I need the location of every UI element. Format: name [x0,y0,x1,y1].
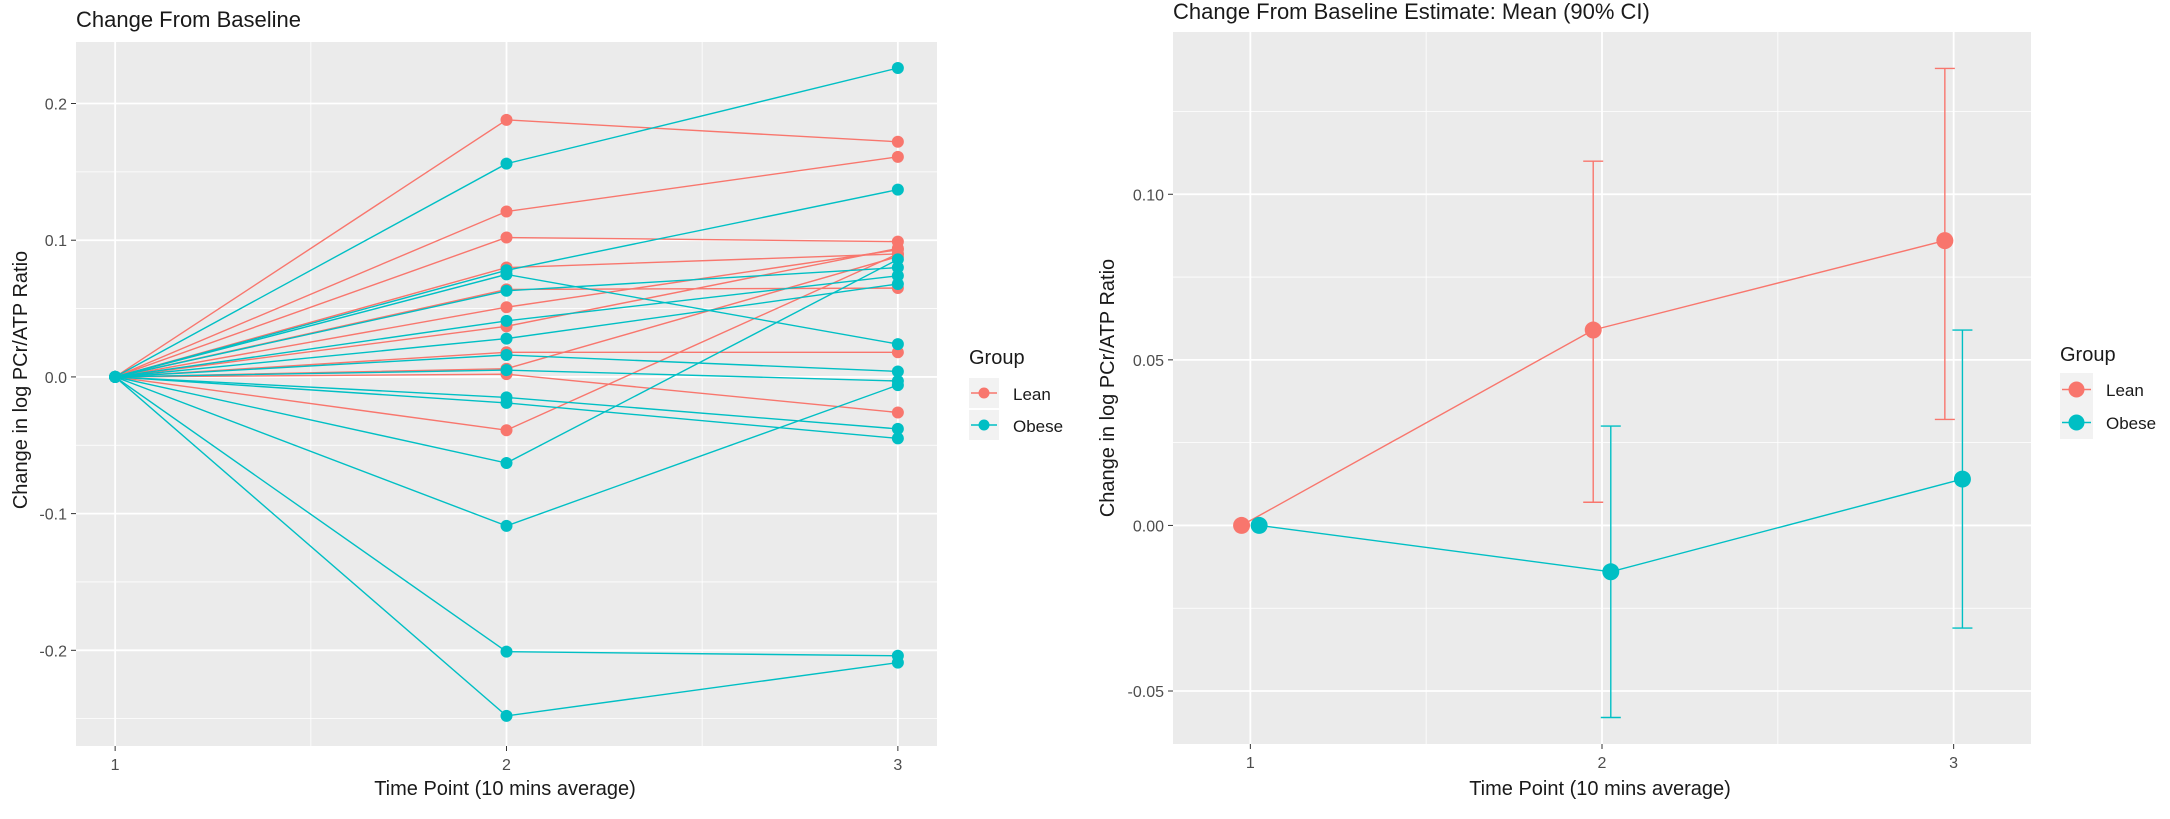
chart2-mean-point-lean [1233,516,1251,534]
chart1-point-obese [500,157,513,170]
chart1-title: Change From Baseline [76,7,301,32]
chart1-legend: Group Lean Obese [969,347,1063,440]
chart1-point-lean [500,424,513,437]
chart2-legend-title: Group [2060,344,2116,366]
chart1-point-lean [500,301,513,314]
chart2-y-tick-label: 0.00 [1133,518,1164,535]
chart1-point-lean [500,205,513,218]
chart1-x-tick-label: 2 [502,757,511,774]
chart-individual-trajectories: Change From Baseline Time Point (10 mins… [10,7,1063,800]
chart2-mean-point-obese [1250,516,1268,534]
chart1-point-obese [891,338,904,351]
chart1-point-lean [891,150,904,163]
chart2-y-axis-label: Change in log PCr/ATP Ratio [1097,259,1119,517]
chart1-y-tick-label: 0.0 [45,370,67,387]
chart1-x-axis-label: Time Point (10 mins average) [374,778,636,800]
chart1-point-obese [891,365,904,378]
chart2-legend-label-obese: Obese [2106,414,2156,433]
chart2-x-tick-label: 1 [1246,755,1255,772]
chart1-point-lean [891,346,904,359]
chart1-y-tick-label: 0.2 [45,97,67,114]
chart1-point-obese [500,645,513,658]
chart1-point-obese [891,183,904,196]
chart2-x-tick-label: 3 [1949,755,1958,772]
chart1-point-obese [891,277,904,290]
chart1-point-obese [891,432,904,445]
chart2-legend: Group Lean Obese [2060,344,2156,439]
chart1-point-obese [109,370,122,383]
chart1-point-obese [891,61,904,74]
chart1-y-tick-label: -0.2 [39,643,67,660]
chart1-point-obese [500,457,513,470]
chart1-y-axis-label: Change in log PCr/ATP Ratio [10,251,32,509]
chart2-series-lean [1233,67,1955,534]
chart2-title: Change From Baseline Estimate: Mean (90%… [1173,0,1650,24]
chart-mean-estimates: Change From Baseline Estimate: Mean (90%… [1097,0,2156,800]
chart1-point-obese [891,379,904,392]
chart1-point-obese [891,253,904,266]
chart1-point-obese [500,314,513,327]
chart1-point-obese [500,284,513,297]
chart2-x-axis-label: Time Point (10 mins average) [1469,778,1731,800]
chart2-y-tick-label: 0.05 [1133,353,1164,370]
chart1-point-obese [500,396,513,409]
chart1-y-tick-label: -0.1 [39,507,67,524]
chart1-point-lean [891,135,904,148]
chart1-point-lean [500,113,513,126]
chart1-legend-label-lean: Lean [1013,385,1051,404]
chart1-plot-area: -0.2 -0.1 0.0 0.1 0.2 1 2 3 [39,42,937,774]
chart2-x-tick-label: 2 [1598,755,1607,772]
chart2-legend-marker-obese [2068,414,2085,431]
chart1-y-tick-label: 0.1 [45,233,67,250]
chart2-mean-point-lean [1936,232,1954,250]
chart1-legend-marker-lean [978,387,990,399]
chart2-y-tick-label: -0.05 [1128,684,1165,701]
chart1-x-tick-label: 3 [893,757,902,774]
chart2-mean-point-obese [1953,470,1971,488]
chart1-point-obese [500,364,513,377]
chart2-legend-label-lean: Lean [2106,381,2144,400]
chart1-point-obese [891,261,904,274]
chart1-point-obese [891,422,904,435]
chart1-point-lean [500,231,513,244]
chart2-mean-point-obese [1602,563,1620,581]
chart1-x-tick-label: 1 [111,757,120,774]
chart1-point-obese [500,349,513,362]
chart1-legend-title: Group [969,347,1025,369]
chart1-point-obese [891,269,904,282]
chart2-mean-point-lean [1584,321,1602,339]
chart1-point-obese [500,332,513,345]
chart2-y-tick-label: 0.10 [1133,187,1164,204]
chart1-point-lean [891,406,904,419]
chart1-point-obese [891,656,904,669]
chart2-series-obese [1250,329,1973,719]
chart2-plot-area: -0.05 0.00 0.05 0.10 1 2 3 [1128,32,2031,772]
chart1-legend-marker-obese [978,419,990,431]
chart2-legend-marker-lean [2068,381,2085,398]
chart1-point-obese [500,268,513,281]
chart1-point-obese [500,519,513,532]
chart1-legend-label-obese: Obese [1013,417,1063,436]
chart1-point-obese [500,709,513,722]
chart1-series-points [109,61,904,722]
